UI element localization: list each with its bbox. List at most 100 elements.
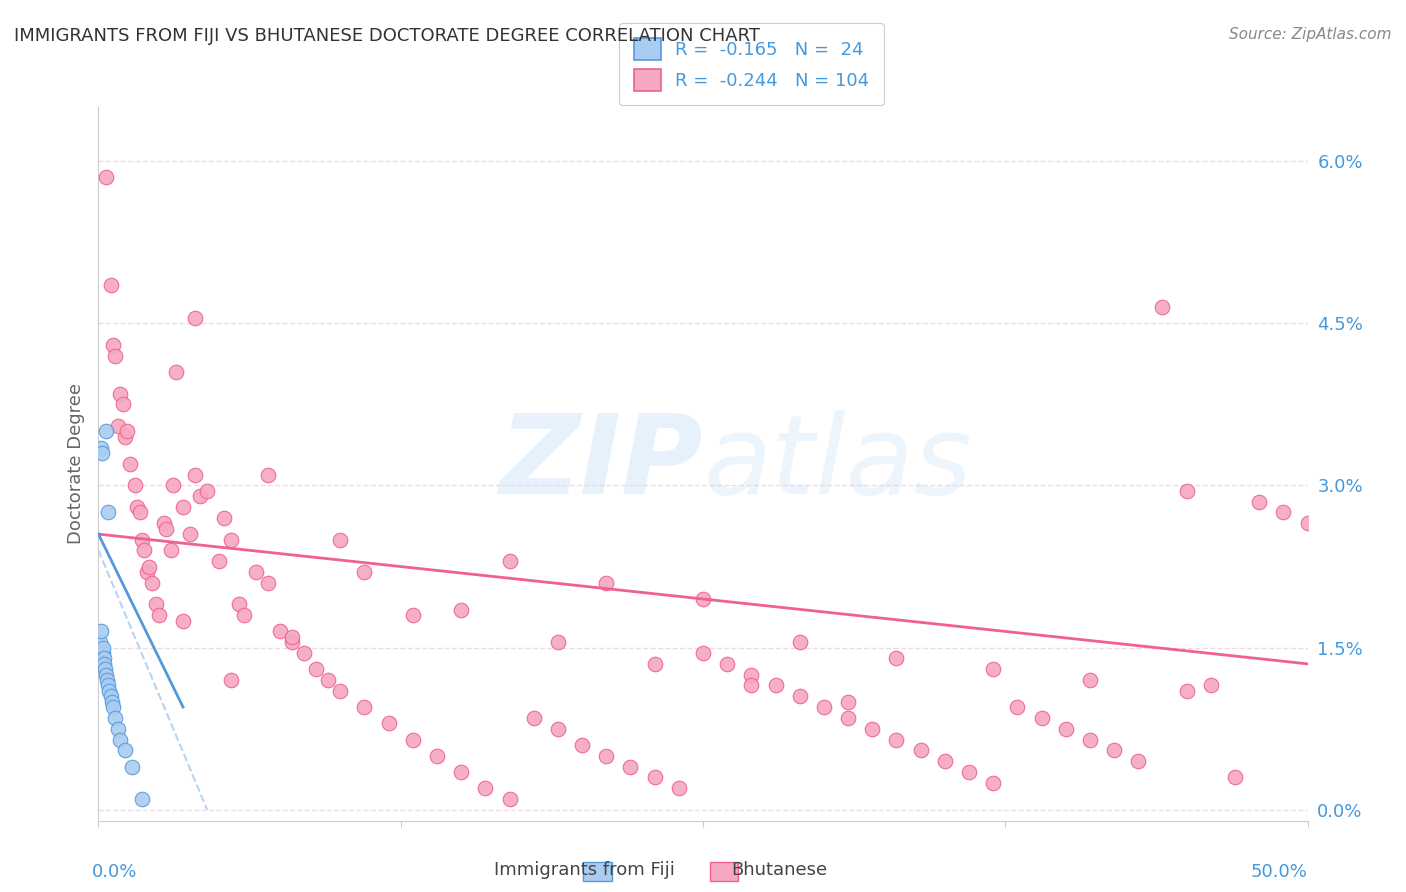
Point (668, 781, 690, 796)
Point (269, 624, 291, 639)
Point (131, 792, 153, 806)
Point (377, 716, 399, 731)
Point (138, 559, 160, 574)
Point (329, 533, 352, 547)
Point (118, 457, 141, 471)
Point (402, 732, 425, 747)
Point (1007, 700, 1029, 714)
Point (93, 651, 115, 665)
Point (245, 565, 267, 579)
Point (1199, 678, 1222, 692)
Point (716, 657, 738, 671)
Point (934, 754, 956, 768)
Point (172, 500, 194, 514)
Point (162, 478, 184, 492)
Point (97, 506, 120, 520)
Point (1054, 722, 1077, 736)
Point (498, 554, 520, 568)
Point (595, 748, 617, 763)
Point (402, 608, 425, 623)
Point (134, 543, 156, 558)
Point (981, 776, 1004, 790)
Point (450, 603, 472, 617)
Point (91, 646, 114, 660)
Point (131, 533, 153, 547)
Point (107, 722, 129, 736)
Point (107, 419, 129, 434)
Point (450, 764, 472, 779)
Point (644, 771, 666, 785)
Point (152, 516, 174, 531)
Point (740, 667, 762, 681)
Text: IMMIGRANTS FROM FIJI VS BHUTANESE DOCTORATE DEGREE CORRELATION CHART: IMMIGRANTS FROM FIJI VS BHUTANESE DOCTOR… (14, 27, 761, 45)
Point (860, 722, 883, 736)
Point (155, 522, 177, 536)
Point (94, 170, 117, 185)
Point (256, 575, 278, 590)
Point (1152, 300, 1174, 314)
Point (100, 690, 122, 704)
Point (1272, 506, 1295, 520)
Point (789, 690, 811, 704)
Point (571, 738, 593, 752)
Point (886, 732, 908, 747)
Point (232, 608, 254, 623)
Point (184, 467, 207, 482)
Point (957, 764, 980, 779)
Point (114, 430, 136, 444)
Point (981, 662, 1004, 676)
Point (128, 506, 150, 520)
Point (1078, 732, 1101, 747)
Point (886, 651, 908, 665)
Point (221, 533, 243, 547)
Point (96, 673, 118, 687)
Point (188, 489, 211, 503)
Point (595, 575, 617, 590)
Point (474, 781, 496, 796)
Point (97, 678, 120, 692)
Point (135, 565, 157, 579)
Point (172, 614, 194, 628)
Point (104, 711, 127, 725)
Point (305, 662, 328, 676)
Point (91, 640, 114, 655)
Text: 50.0%: 50.0% (1251, 863, 1308, 881)
Text: Bhutanese: Bhutanese (731, 861, 827, 879)
Point (94, 425, 117, 439)
Text: 0.0%: 0.0% (93, 863, 138, 881)
Point (837, 711, 859, 725)
Point (765, 678, 787, 692)
Point (1175, 483, 1198, 498)
Text: Source: ZipAtlas.com: Source: ZipAtlas.com (1229, 27, 1392, 42)
Point (94, 662, 117, 676)
Point (692, 646, 714, 660)
Y-axis label: Doctorate Degree: Doctorate Degree (66, 384, 84, 544)
Point (292, 646, 315, 660)
Point (1128, 754, 1150, 768)
Point (1078, 673, 1101, 687)
Point (145, 598, 167, 612)
Point (208, 554, 231, 568)
Point (353, 700, 375, 714)
Point (148, 608, 170, 623)
Point (124, 478, 146, 492)
Point (184, 310, 207, 325)
Point (165, 365, 187, 379)
Point (90, 624, 112, 639)
Point (256, 467, 278, 482)
Point (160, 543, 183, 558)
Point (1223, 771, 1246, 785)
Point (90, 441, 112, 455)
Point (1296, 516, 1319, 531)
Point (281, 635, 304, 649)
Point (117, 425, 139, 439)
Text: atlas: atlas (703, 410, 972, 517)
Point (100, 278, 122, 293)
Point (228, 598, 250, 612)
Point (221, 673, 243, 687)
Point (121, 759, 143, 773)
Point (179, 527, 201, 541)
Point (619, 759, 641, 773)
Point (329, 684, 352, 698)
Point (316, 673, 339, 687)
